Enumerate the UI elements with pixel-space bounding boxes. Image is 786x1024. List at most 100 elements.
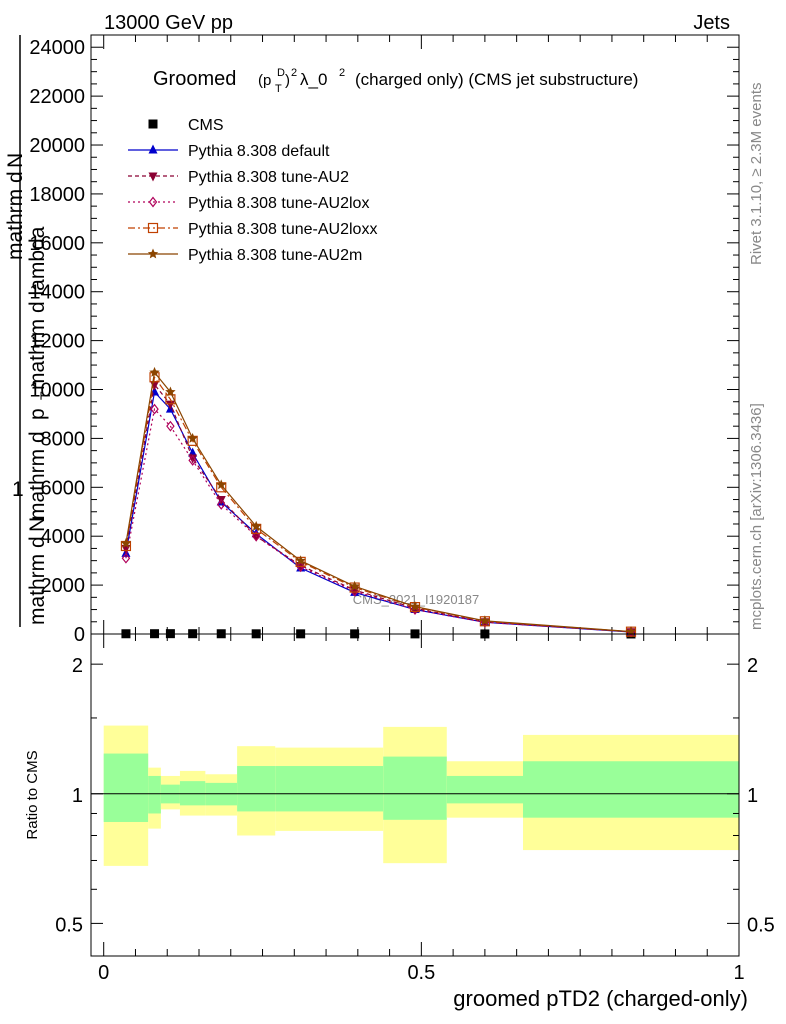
data-point-au2lox	[166, 420, 175, 432]
main-y-tick-label: 20000	[29, 135, 85, 157]
data-point-default	[188, 447, 198, 457]
main-y-tick-label: 8000	[41, 428, 86, 450]
ratio-y-axis: 0.5 0.5 1 1 2 2	[55, 655, 775, 936]
inner-uncertainty-band	[148, 775, 161, 814]
data-point-au2m	[349, 580, 360, 591]
title-p: (p	[258, 72, 271, 89]
data-point-au2	[121, 544, 131, 554]
legend-label-au2: Pythia 8.308 tune-AU2	[188, 169, 349, 186]
main-y-tick-label: 14000	[29, 282, 85, 304]
main-y-tick-label: 18000	[29, 184, 85, 206]
header-right-text: Jets	[693, 12, 730, 34]
ylabel-den2: p	[26, 408, 49, 420]
ratio-y-tick-label-right: 0.5	[747, 914, 775, 936]
main-y-tick-label: 24000	[29, 37, 85, 59]
chart-title: Groomed (p D T ) 2 λ_0 2 (charged only) …	[153, 67, 638, 95]
ratio-frame	[90, 633, 740, 957]
data-point-au2m	[120, 538, 132, 548]
ratio-y-label: Ratio to CMS	[24, 750, 41, 839]
ratio-x-axis: 0 0.5 1	[98, 634, 745, 984]
title-tail: (charged only) (CMS jet substructure)	[355, 70, 638, 89]
title-lambda: λ_0	[300, 70, 327, 89]
legend-label-au2m: Pythia 8.308 tune-AU2m	[188, 247, 362, 264]
ylabel-den1: mathrm d	[26, 431, 49, 520]
data-point-au2m	[149, 366, 160, 377]
ylabel-bottom2: N	[26, 517, 49, 532]
main-y-axis: 0 2000 4000 6000 8000 10000 12000 14000 16000 180…	[29, 37, 739, 646]
data-point-au2m	[479, 615, 491, 626]
main-y-tick-label: 2000	[41, 575, 86, 597]
series-au2lox	[121, 403, 636, 638]
main-y-tick-label: 22000	[29, 86, 85, 108]
main-y-tick-label: 12000	[29, 331, 85, 353]
data-point-au2m	[250, 520, 262, 531]
ratio-x-tick-label: 0	[98, 962, 109, 984]
title-close: )	[285, 72, 290, 89]
data-point-au2lox	[188, 454, 197, 466]
legend-marker-au2	[148, 172, 158, 182]
main-y-tick-label: 0	[74, 624, 85, 646]
main-y-tick-label: 16000	[29, 233, 85, 255]
header-left-text: 13000 GeV pp	[104, 12, 233, 34]
inner-uncertainty-band	[383, 756, 447, 820]
uncertainty-bands	[103, 725, 739, 866]
ylabel-bottom: mathrm d	[26, 536, 49, 625]
data-point-au2lox	[296, 561, 305, 573]
ratio-y-tick-label: 0.5	[55, 914, 83, 936]
inner-uncertainty-band	[275, 766, 384, 812]
main-y-tick-label: 6000	[41, 477, 86, 499]
series-layer	[120, 366, 637, 639]
legend-marker-default	[148, 144, 158, 154]
data-point-au2m	[409, 601, 421, 612]
x-axis-label: groomed pTD2 (charged-only)	[453, 986, 748, 1011]
inner-uncertainty-band	[523, 761, 739, 818]
legend-marker-au2lox	[148, 196, 158, 208]
data-point-au2m	[295, 555, 306, 566]
data-point-au2lox	[150, 403, 159, 415]
inner-uncertainty-band	[237, 766, 276, 812]
ylabel-one: 1	[12, 478, 24, 501]
ylabel-num2: N	[4, 153, 27, 168]
data-point-au2loxx	[165, 394, 176, 405]
legend-marker-au2m	[147, 248, 159, 259]
legend-marker-cms	[148, 119, 158, 129]
data-point-au2lox	[216, 498, 226, 510]
title-lead: Groomed	[153, 68, 236, 90]
rivet-version-label: Rivet 3.1.10, ≥ 2.3M events	[748, 83, 765, 266]
mcplots-label: mcplots.cern.ch [arXiv:1306.3436]	[748, 403, 765, 630]
title-sup-2: 2	[291, 67, 297, 79]
main-y-label: mathrm d N 1 mathrm d p T mathrm d lambd…	[4, 35, 53, 627]
main-y-tick-label: 10000	[29, 380, 85, 402]
legend-marker-au2loxx	[147, 222, 159, 234]
data-point-au2m	[216, 479, 227, 490]
title-sup-2b: 2	[339, 67, 345, 79]
ratio-y-tick-label-right: 2	[747, 655, 758, 677]
ratio-y-tick-label: 1	[72, 785, 83, 807]
legend-label-au2loxx: Pythia 8.308 tune-AU2loxx	[188, 221, 377, 238]
ratio-y-tick-label-right: 1	[747, 785, 758, 807]
data-point-au2m	[187, 432, 198, 443]
ylabel-num1: mathrm d	[4, 171, 27, 260]
main-y-tick-label: 4000	[41, 526, 86, 548]
title-sup-d: D	[277, 67, 285, 79]
ratio-x-tick-label: 1	[733, 962, 744, 984]
ratio-panel: 0.5 0.51 12 2 0 0.5 1 Ratio to CMS groomed pT…	[24, 633, 775, 1011]
ratio-x-tick-label: 0.5	[407, 962, 435, 984]
inner-uncertainty-band	[103, 753, 149, 822]
ratio-y-tick-label: 2	[72, 655, 83, 677]
ylabel-den-sub: T	[37, 391, 53, 400]
main-panel: 0 2000 4000 6000 8000 10000 12000 14000 16000 180…	[4, 34, 740, 646]
series-line-au2lox	[125, 407, 632, 633]
legend-label-cms: CMS	[188, 117, 224, 134]
data-point-au2lox	[251, 530, 261, 542]
data-point-au2lox	[121, 552, 131, 564]
ylabel-den3: mathrm d lambda	[26, 226, 49, 390]
title-sub-t: T	[275, 83, 282, 95]
inner-uncertainty-band	[179, 781, 206, 806]
legend: CMS Pythia 8.308 default Pythia 8.308 tune…	[128, 117, 377, 264]
legend-label-default: Pythia 8.308 default	[188, 143, 330, 160]
legend-label-au2lox: Pythia 8.308 tune-AU2lox	[188, 195, 369, 212]
inner-uncertainty-band	[446, 775, 523, 804]
data-point-au2	[165, 400, 175, 410]
